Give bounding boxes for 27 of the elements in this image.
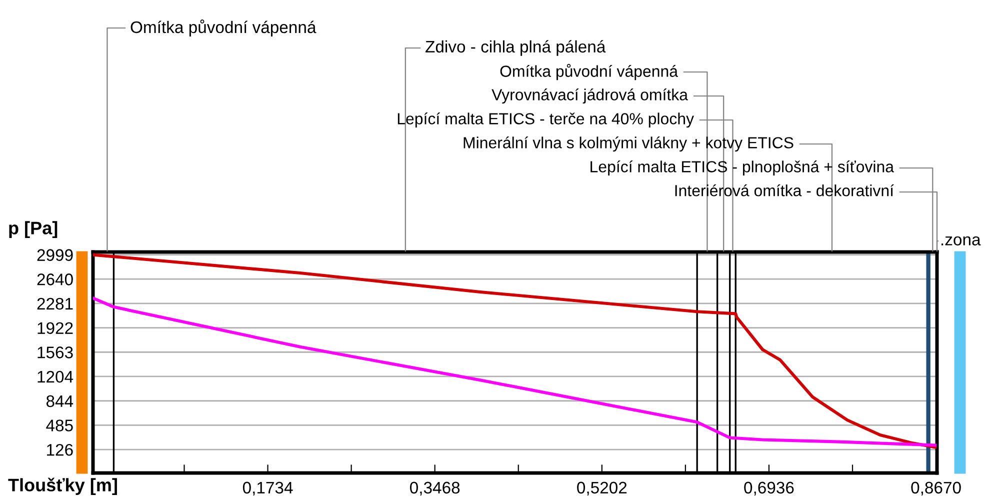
text: Omítka původní vápenná (500, 64, 678, 80)
text: Vyrovnávací jádrová omítka (492, 88, 688, 104)
x-tick-label: 0,6936 (744, 482, 794, 496)
x-tick-label: 0,5202 (577, 482, 627, 496)
text: Lepící malta ETICS - terče na 40% plochy (398, 112, 694, 128)
text: Interiérová omítka - dekorativní (675, 184, 894, 196)
y-tick-label: 2281 (37, 298, 73, 310)
line-series (93, 253, 937, 449)
x-tick-label: 0,8670 (911, 482, 961, 496)
text: Zdivo - cihla plná pálená (426, 40, 606, 56)
text: Lepící malta ETICS - plnoplošná + síťovina (590, 160, 894, 176)
line-series (93, 296, 937, 447)
x-tick-label: 0,3468 (410, 482, 460, 496)
y-tick-label: 2640 (37, 274, 73, 286)
y-tick-label: 1204 (38, 370, 74, 383)
x-tick-label: 0,1734 (242, 482, 293, 496)
y-tick-label: 126 (47, 444, 73, 456)
x-axis-title: Tloušťky [m] (8, 478, 117, 495)
y-axis-title: p [Pa] (9, 221, 58, 238)
text: .zona (942, 236, 981, 246)
text: Minerální vlna s kolmými vlákny + kotvy ETICS (464, 136, 794, 152)
y-tick-label: 1563 (38, 346, 73, 358)
y-tick-label: 485 (46, 420, 73, 432)
text: Omítka původní vápenná (130, 20, 316, 36)
y-tick-label: 844 (46, 395, 74, 408)
y-tick-label: 1922 (38, 322, 73, 334)
y-tick-label: 2999 (37, 249, 73, 261)
